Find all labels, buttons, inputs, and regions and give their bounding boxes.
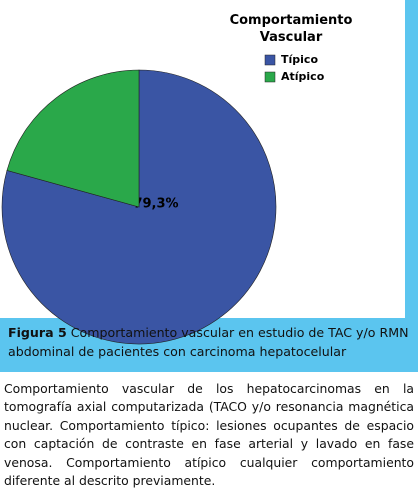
pie-slice bbox=[6, 69, 140, 208]
chart: Comportamiento Vascular 79,3% Típico Atípic… bbox=[0, 0, 405, 345]
description: Comportamiento vascular de los hepatocar… bbox=[4, 381, 414, 489]
legend-label: Atípico bbox=[281, 70, 325, 83]
legend-swatch bbox=[264, 54, 276, 66]
caption-text: Comportamiento vascular en estudio de TA… bbox=[8, 325, 409, 359]
legend-swatch bbox=[264, 71, 276, 83]
data-label: 79,3% bbox=[133, 197, 178, 212]
caption-label: Figura 5 bbox=[8, 325, 67, 340]
caption: Figura 5 Comportamiento vascular en estud… bbox=[8, 323, 410, 361]
legend-title: Comportamiento Vascular bbox=[230, 13, 353, 45]
legend-label: Típico bbox=[281, 53, 318, 66]
